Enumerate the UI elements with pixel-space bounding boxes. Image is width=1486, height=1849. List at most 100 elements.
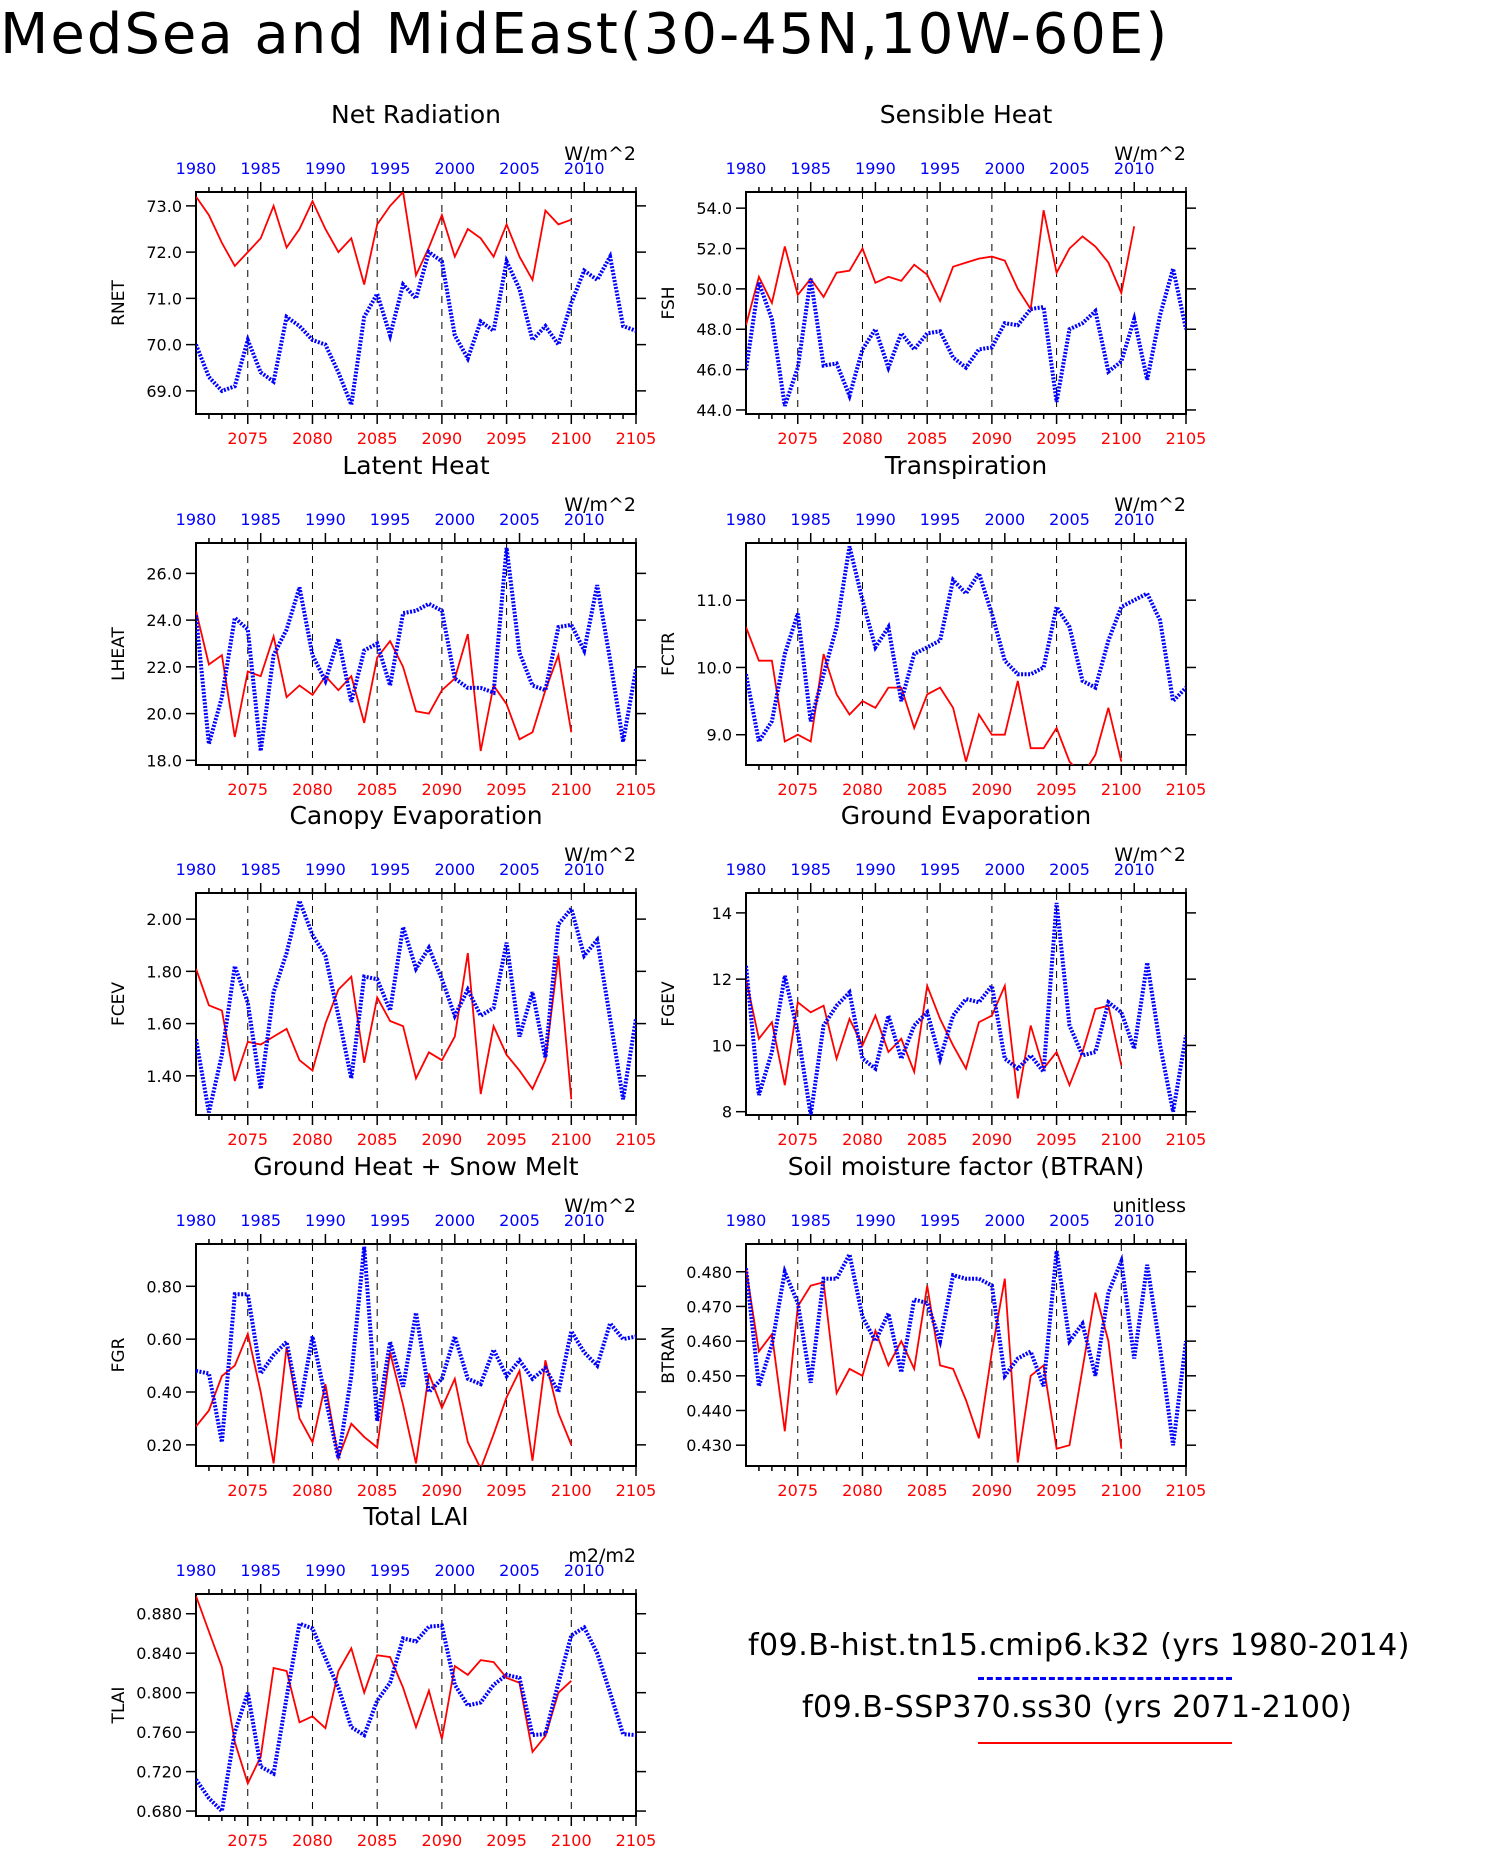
panel-lheat: Latent Heat W/m^2 LHEAT 2075 2080 2085 2090 209… bbox=[109, 451, 656, 799]
y-tick-label: 1.40 bbox=[146, 1067, 182, 1086]
x-tick-label-top: 1980 bbox=[726, 510, 767, 529]
x-tick-label-bottom: 2100 bbox=[551, 780, 592, 799]
x-tick-label-bottom: 2085 bbox=[357, 1481, 398, 1500]
x-tick-label-top: 1980 bbox=[176, 1211, 217, 1230]
x-tick-label-top: 2010 bbox=[564, 159, 605, 178]
x-tick-label-bottom: 2080 bbox=[842, 1481, 883, 1500]
x-tick-label-top: 2000 bbox=[434, 1561, 475, 1580]
x-tick-label-bottom: 2105 bbox=[616, 1130, 657, 1149]
x-tick-label-bottom: 2075 bbox=[227, 780, 268, 799]
y-tick-label: 0.80 bbox=[146, 1277, 182, 1296]
x-tick-label-bottom: 2095 bbox=[486, 780, 527, 799]
y-tick-label: 71.0 bbox=[146, 289, 182, 308]
x-tick-label-bottom: 2075 bbox=[227, 429, 268, 448]
x-tick-label-top: 2010 bbox=[564, 860, 605, 879]
series-historical bbox=[746, 268, 1186, 407]
x-tick-label-bottom: 2100 bbox=[551, 1831, 592, 1849]
panel-rnet: Net Radiation W/m^2 RNET 2075 2080 2085 2090 20… bbox=[109, 100, 656, 448]
x-tick-label-top: 1995 bbox=[370, 159, 411, 178]
y-tick-label: 1.60 bbox=[146, 1015, 182, 1034]
x-tick-label-top: 1995 bbox=[920, 510, 961, 529]
y-tick-label: 0.760 bbox=[136, 1723, 182, 1742]
x-tick-label-top: 1990 bbox=[305, 510, 346, 529]
units-label: W/m^2 bbox=[1114, 143, 1186, 165]
y-tick-label: 46.0 bbox=[696, 361, 732, 380]
x-tick-label-top: 1990 bbox=[305, 1211, 346, 1230]
y-tick-label: 26.0 bbox=[146, 564, 182, 583]
y-axis-label: FGEV bbox=[659, 981, 679, 1027]
y-tick-label: 10.0 bbox=[696, 658, 732, 677]
x-tick-label-top: 2000 bbox=[984, 510, 1025, 529]
y-tick-label: 0.680 bbox=[136, 1802, 182, 1821]
x-tick-label-top: 2000 bbox=[434, 1211, 475, 1230]
x-tick-label-top: 2005 bbox=[1049, 159, 1090, 178]
x-tick-label-bottom: 2105 bbox=[616, 429, 657, 448]
x-tick-label-top: 1995 bbox=[370, 860, 411, 879]
x-tick-label-top: 1985 bbox=[790, 1211, 831, 1230]
y-tick-label: 69.0 bbox=[146, 382, 182, 401]
y-tick-label: 8 bbox=[722, 1103, 732, 1122]
x-tick-label-bottom: 2100 bbox=[1101, 429, 1142, 448]
x-tick-label-top: 1980 bbox=[176, 159, 217, 178]
x-tick-label-top: 1990 bbox=[855, 159, 896, 178]
panel-fctr: Transpiration W/m^2 FCTR 2075 2080 2085 2090 20… bbox=[659, 451, 1206, 799]
y-tick-label: 48.0 bbox=[696, 320, 732, 339]
x-tick-label-bottom: 2085 bbox=[907, 1481, 948, 1500]
y-axis-label: FCEV bbox=[109, 982, 129, 1026]
x-tick-label-top: 1980 bbox=[726, 159, 767, 178]
y-tick-label: 11.0 bbox=[696, 591, 732, 610]
x-tick-label-bottom: 2095 bbox=[486, 1831, 527, 1849]
x-tick-label-bottom: 2085 bbox=[907, 1130, 948, 1149]
y-axis-label: FSH bbox=[659, 286, 679, 319]
x-tick-label-bottom: 2095 bbox=[1036, 1130, 1077, 1149]
y-tick-label: 54.0 bbox=[696, 199, 732, 218]
x-tick-label-top: 1990 bbox=[855, 860, 896, 879]
y-tick-label: 72.0 bbox=[146, 243, 182, 262]
x-tick-label-top: 1985 bbox=[240, 1561, 281, 1580]
x-tick-label-top: 1980 bbox=[176, 1561, 217, 1580]
y-tick-label: 52.0 bbox=[696, 240, 732, 259]
y-tick-label: 0.440 bbox=[686, 1402, 732, 1421]
units-label: W/m^2 bbox=[564, 1195, 636, 1217]
x-tick-label-top: 1990 bbox=[305, 1561, 346, 1580]
y-tick-label: 0.40 bbox=[146, 1383, 182, 1402]
x-tick-label-bottom: 2095 bbox=[1036, 780, 1077, 799]
x-tick-label-bottom: 2080 bbox=[292, 780, 333, 799]
x-tick-label-bottom: 2085 bbox=[357, 429, 398, 448]
x-tick-label-top: 1980 bbox=[176, 860, 217, 879]
x-tick-label-bottom: 2095 bbox=[1036, 1481, 1077, 1500]
x-tick-label-top: 1995 bbox=[370, 1561, 411, 1580]
y-tick-label: 0.20 bbox=[146, 1436, 182, 1455]
series-historical bbox=[196, 547, 636, 752]
x-tick-label-top: 1985 bbox=[240, 159, 281, 178]
x-tick-label-top: 2000 bbox=[434, 510, 475, 529]
x-tick-label-bottom: 2075 bbox=[227, 1130, 268, 1149]
units-label: W/m^2 bbox=[1114, 494, 1186, 516]
y-axis-label: RNET bbox=[109, 280, 129, 326]
x-tick-label-bottom: 2100 bbox=[551, 1130, 592, 1149]
series-historical bbox=[746, 902, 1186, 1115]
x-tick-label-top: 2000 bbox=[434, 860, 475, 879]
x-tick-label-bottom: 2075 bbox=[227, 1831, 268, 1849]
x-tick-label-top: 1985 bbox=[790, 860, 831, 879]
y-tick-label: 22.0 bbox=[146, 658, 182, 677]
x-tick-label-bottom: 2080 bbox=[292, 1831, 333, 1849]
panel-title: Transpiration bbox=[884, 451, 1047, 480]
y-tick-label: 0.720 bbox=[136, 1763, 182, 1782]
x-tick-label-top: 2010 bbox=[1114, 1211, 1155, 1230]
y-tick-label: 10 bbox=[712, 1036, 732, 1055]
x-tick-label-top: 1980 bbox=[726, 860, 767, 879]
x-tick-label-top: 1985 bbox=[240, 510, 281, 529]
x-tick-label-top: 1995 bbox=[920, 860, 961, 879]
y-tick-label: 0.460 bbox=[686, 1332, 732, 1351]
x-tick-label-bottom: 2095 bbox=[486, 1481, 527, 1500]
panel-fgr: Ground Heat + Snow Melt W/m^2 FGR 2075 2080 2… bbox=[109, 1152, 656, 1500]
panel-btran: Soil moisture factor (BTRAN) unitless BTRA… bbox=[659, 1152, 1206, 1500]
x-tick-label-top: 1985 bbox=[790, 510, 831, 529]
x-tick-label-top: 2005 bbox=[499, 159, 540, 178]
y-tick-label: 70.0 bbox=[146, 336, 182, 355]
units-label: W/m^2 bbox=[564, 494, 636, 516]
page-title: MedSea and MidEast(30-45N,10W-60E) bbox=[0, 2, 1170, 67]
series-historical bbox=[196, 248, 636, 413]
